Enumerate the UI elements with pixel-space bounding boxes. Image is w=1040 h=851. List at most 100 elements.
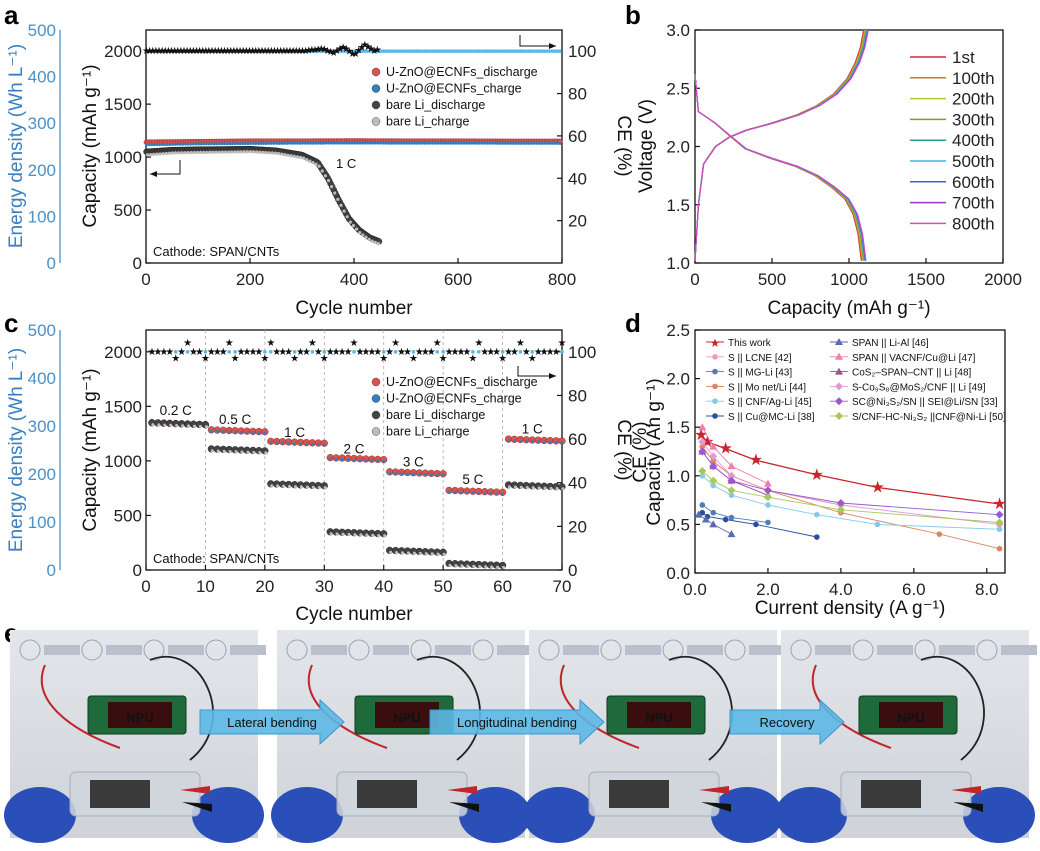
y2tick-label-a: 100 [568,42,596,61]
ce-point-uzno [415,49,419,53]
ce-point-bare-c: ★ [528,353,537,364]
point-uzno-charge-c [233,430,237,434]
point-bare-charge [174,151,178,155]
ce-point-uzno [259,49,263,53]
legend-marker-a [371,117,381,126]
ce-point-uzno [292,49,297,53]
point-uzno-charge [186,142,190,146]
black-wire [668,656,733,761]
led-text: NPU [393,710,420,725]
point-uzno-charge [225,142,229,146]
ce-point-bare: ★ [289,46,298,57]
y2tick-label-c: 40 [568,474,587,493]
point-bare-charge [326,178,331,183]
ce-point-uzno-c [221,350,226,354]
point-uzno-charge-c [507,439,511,443]
ce-point-uzno [555,49,560,53]
point-bare-charge-c [442,552,446,556]
charge-curve-700th [694,29,869,261]
ce-point-bare: ★ [342,44,351,55]
ce-point-bare-c: ★ [159,347,168,358]
ce-point-bare: ★ [223,46,232,57]
point-uzno-charge-c [536,440,540,444]
rate-label-c: 1 C [522,422,543,437]
ce-point-uzno-c [334,350,338,354]
script-watermark [311,645,347,655]
marker-triangle-d [763,479,772,487]
ytick-label-c: 2000 [104,343,142,362]
ce-point-uzno [149,49,154,53]
arrow-right-axis-a [519,35,556,47]
point-uzno-charge-c [221,430,225,434]
ce-point-bare: ★ [204,46,213,57]
ce-point-bare: ★ [145,46,154,57]
point-uzno-charge-c [227,430,231,434]
point-uzno-charge [178,142,182,146]
glove-left [4,787,76,843]
ce-point-uzno-c [340,350,344,354]
ce-point-bare-c: ★ [350,338,359,349]
ce-point-bare: ★ [208,46,217,57]
point-uzno-charge [184,142,188,146]
point-uzno-charge-c [423,473,427,477]
point-uzno-charge [410,141,414,145]
panel-label-d: d [625,308,641,338]
marker-diamond-d [727,486,736,495]
point-uzno-charge-c [370,459,374,463]
point-bare-charge [333,191,337,195]
point-uzno-charge [262,141,266,145]
ce-point-uzno [253,49,258,53]
ce-point-bare: ★ [326,47,335,58]
legend-label-a: U-ZnO@ECNFs_discharge [386,65,538,79]
ce-point-bare-c: ★ [421,347,430,358]
ce-point-uzno-c [405,350,410,354]
point-bare-charge [314,162,318,166]
point-bare-charge-c [389,550,393,554]
point-uzno-charge [353,141,357,145]
glove-left [271,787,343,843]
ce-point-uzno [337,49,341,53]
point-uzno-charge [160,143,164,147]
point-uzno-charge [493,141,497,145]
ce-point-uzno-c [494,350,499,354]
ce-point-uzno-c [459,350,463,354]
seal-watermark [410,639,432,661]
xlabel-b: Capacity (mAh g⁻¹) [767,298,930,319]
marker-circle-d [712,368,718,375]
ce-point-bare-c: ★ [231,353,240,364]
point-uzno-charge-c [530,439,534,443]
black-clip [449,802,479,812]
ce-point-uzno [539,49,544,53]
point-bare-charge [330,185,334,189]
ce-point-bare: ★ [261,46,270,57]
point-uzno-charge-c [518,439,522,443]
point-uzno-charge [524,141,528,145]
legend-label-b: 800th [952,214,995,233]
point-bare-charge-c [484,565,488,569]
legend-label-a: U-ZnO@ECNFs_charge [386,82,522,96]
point-uzno-charge-c [477,491,481,495]
point-bare-charge-c [448,563,452,568]
point-uzno-charge [204,142,208,146]
point-bare-charge-c [531,486,535,490]
black-clip [953,802,983,812]
point-bare-charge [351,224,356,228]
point-uzno-charge-c [459,490,463,494]
ce-point-uzno [152,49,157,53]
ce-point-bare: ★ [239,46,248,57]
ce-point-uzno [326,49,331,53]
photo-1: NPU [4,630,266,843]
ce-point-uzno [508,49,513,53]
ce-point-uzno-c [411,350,416,354]
ce-point-uzno [256,49,261,53]
ce-point-uzno [352,49,357,53]
y2tick-label-c: 0 [568,561,577,580]
arrowhead-left-a [150,171,157,177]
point-bare-charge [305,157,309,162]
marker-diamond-d [727,476,736,485]
black-wire [416,656,481,761]
point-bare-charge-c [501,565,506,570]
point-uzno-charge [272,141,276,145]
point-uzno-charge [215,142,219,146]
point-bare-charge [152,152,156,156]
